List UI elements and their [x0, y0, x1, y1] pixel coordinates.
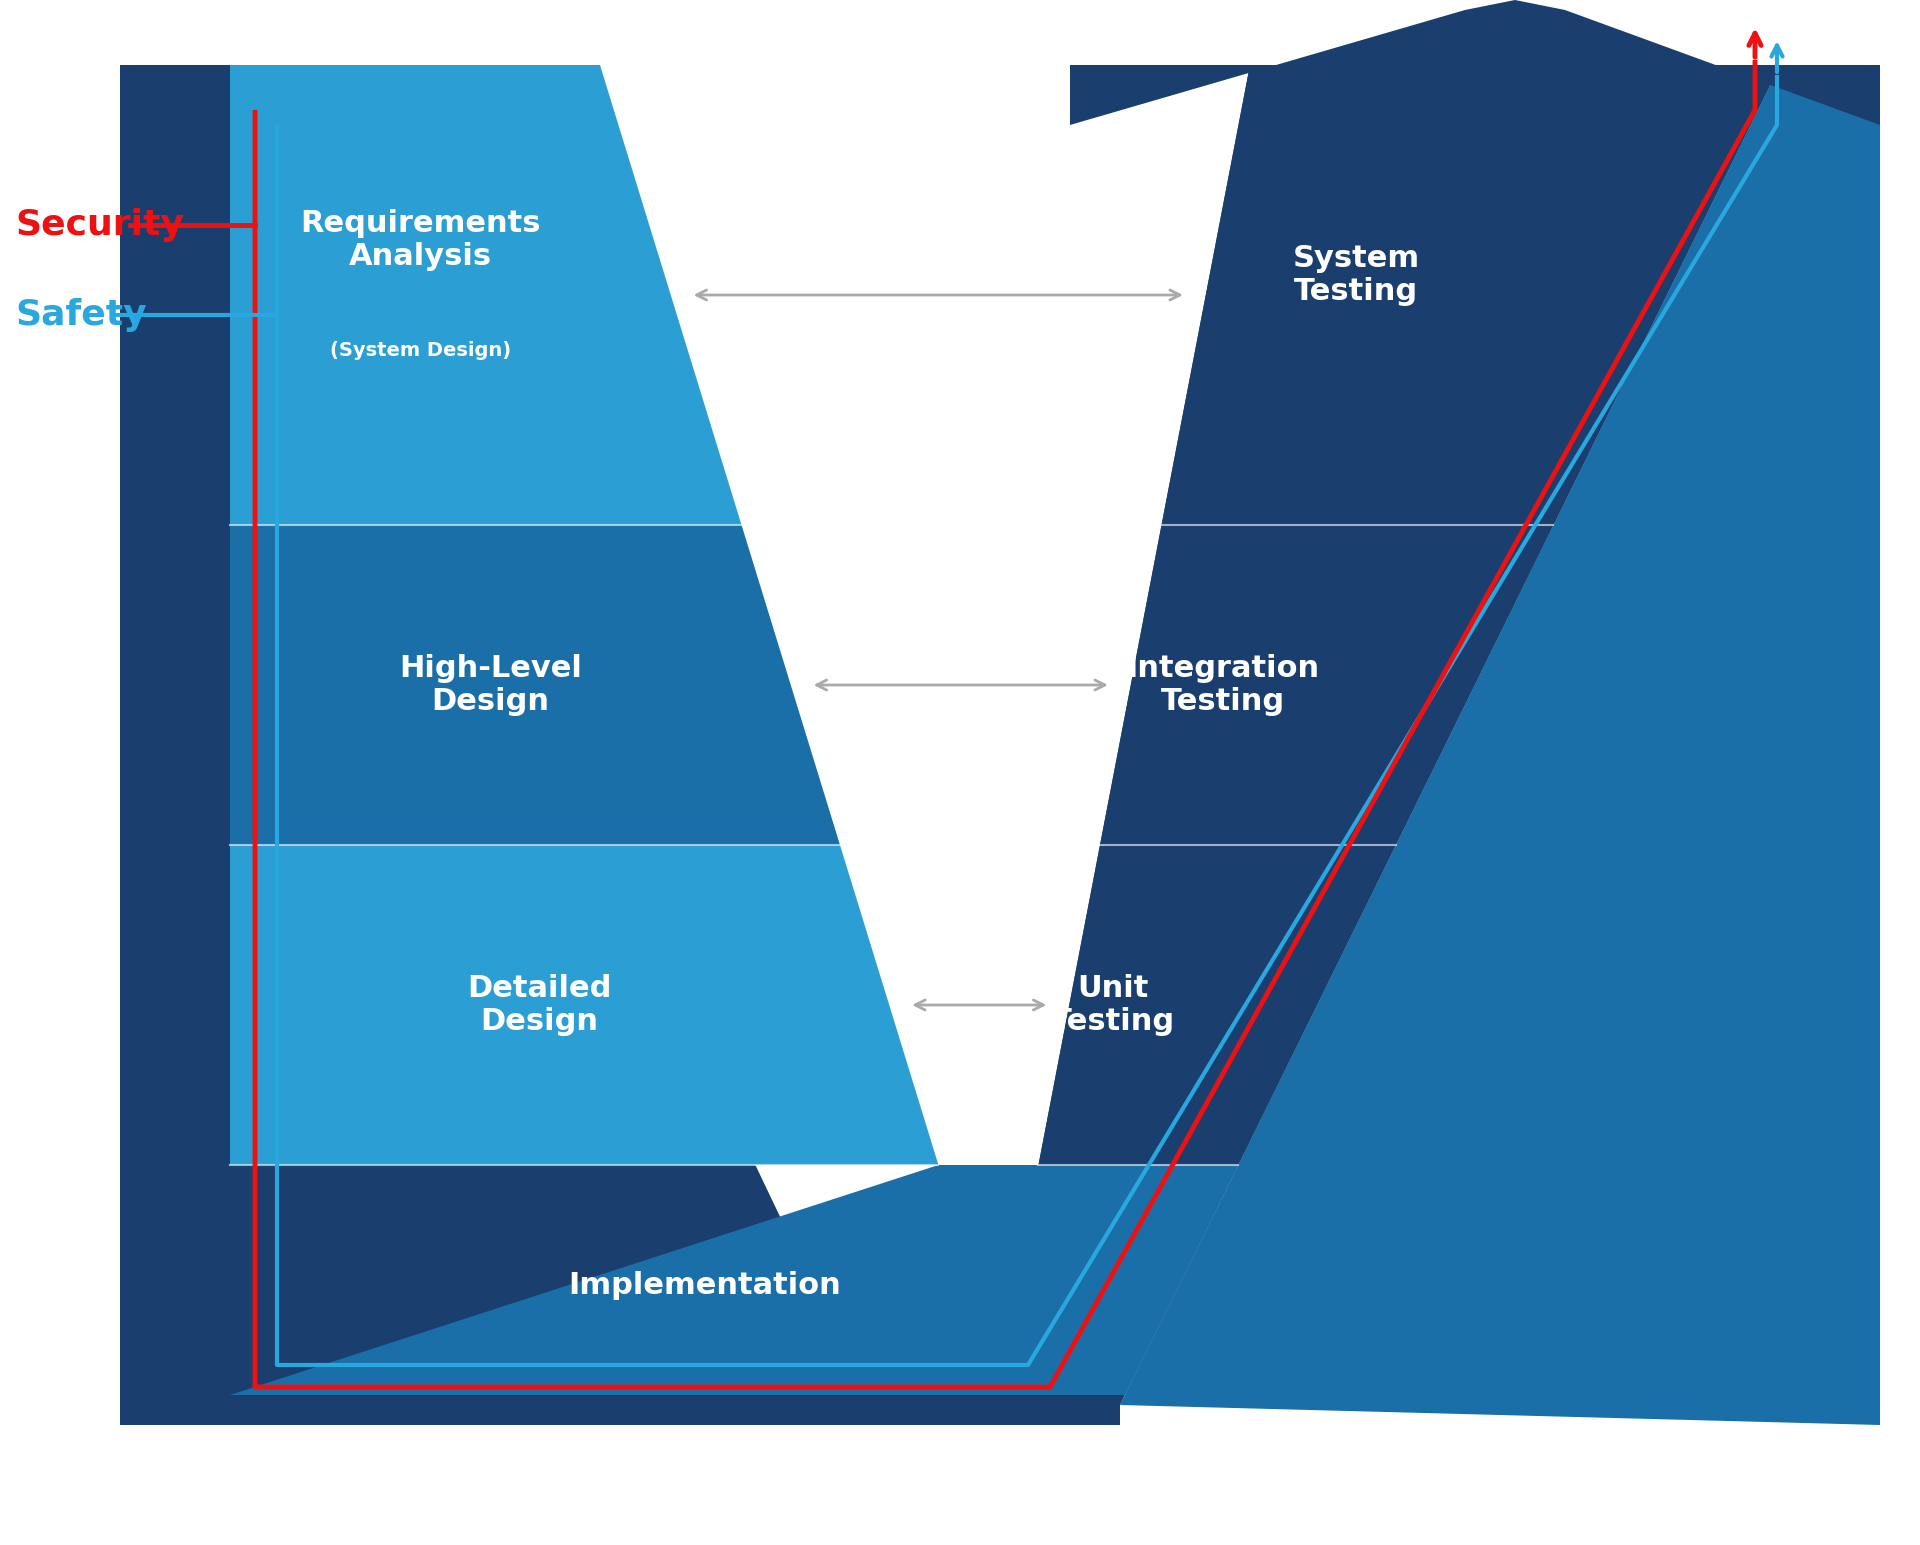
Polygon shape: [230, 525, 841, 845]
Polygon shape: [1119, 65, 1880, 1424]
Polygon shape: [1069, 0, 1880, 125]
Text: (System Design): (System Design): [330, 340, 511, 360]
Polygon shape: [1100, 525, 1553, 845]
Polygon shape: [1000, 65, 1780, 1404]
Text: Unit
Testing: Unit Testing: [1050, 973, 1175, 1037]
Text: Requirements
Analysis: Requirements Analysis: [300, 209, 541, 272]
Text: Security: Security: [15, 209, 184, 243]
Polygon shape: [230, 1165, 1238, 1395]
Polygon shape: [230, 65, 741, 525]
Text: Implementation: Implementation: [568, 1270, 841, 1299]
Text: High-Level
Design: High-Level Design: [399, 654, 582, 717]
Polygon shape: [780, 1395, 1119, 1424]
Polygon shape: [1162, 65, 1780, 525]
Text: System
Testing: System Testing: [1292, 244, 1419, 306]
Polygon shape: [230, 845, 939, 1165]
Text: Safety: Safety: [15, 298, 146, 332]
Text: Detailed
Design: Detailed Design: [467, 973, 612, 1037]
Polygon shape: [1039, 845, 1396, 1165]
Text: Integration
Testing: Integration Testing: [1127, 654, 1319, 717]
Polygon shape: [119, 65, 870, 1424]
